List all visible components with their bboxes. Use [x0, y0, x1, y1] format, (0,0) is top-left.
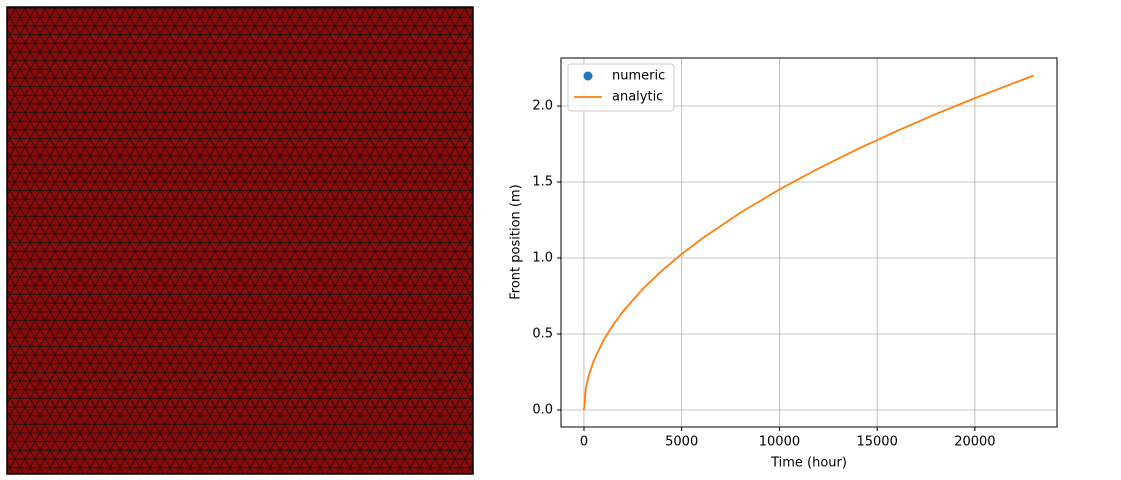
series-line [583, 74, 1034, 411]
legend-label: analytic [612, 90, 663, 105]
x-tick-label: 0 [580, 435, 588, 450]
plot-frame [560, 57, 1058, 428]
y-tick-label: 2.0 [532, 99, 553, 114]
line-chart [561, 58, 1057, 427]
y-tick-label: 1.0 [532, 251, 553, 266]
x-tick-label: 15000 [856, 435, 897, 450]
y-tick-label: 0.5 [532, 326, 553, 341]
legend-label: numeric [612, 69, 665, 84]
y-axis-label: Front position (m) [509, 184, 524, 299]
mesh-plot [6, 6, 474, 475]
x-tick-label: 20000 [954, 435, 995, 450]
y-tick-label: 0.0 [532, 402, 553, 417]
x-axis-label: Time (hour) [770, 456, 847, 471]
legend-marker [583, 71, 593, 81]
legend-box [567, 63, 675, 112]
plot-area [561, 58, 1057, 427]
x-tick-label: 10000 [759, 435, 800, 450]
x-tick-label: 5000 [665, 435, 698, 450]
y-tick-label: 1.5 [532, 175, 553, 190]
